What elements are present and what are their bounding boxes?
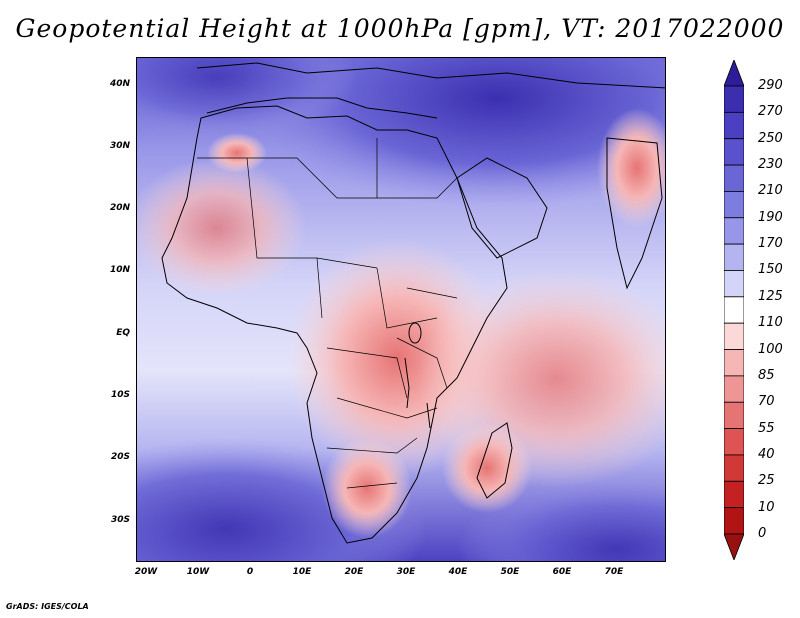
lat-label-10s: 10S	[110, 390, 130, 400]
colorbar-label: 0	[758, 526, 767, 541]
colorbar-label: 10	[758, 499, 775, 515]
country-borders	[197, 138, 458, 489]
madagascar-coastline	[476, 422, 513, 499]
map-svg	[137, 58, 665, 561]
lon-label-10w: 10W	[186, 567, 210, 577]
colorbar-box	[724, 164, 744, 192]
lon-label-10e: 10E	[292, 567, 312, 577]
field-west-africa-low	[137, 158, 307, 298]
colorbar-label: 55	[758, 420, 775, 436]
lon-label-50e: 50E	[500, 567, 520, 577]
colorbar-box	[724, 270, 744, 298]
lat-label-40n: 40N	[109, 79, 130, 89]
lat-label-eq: EQ	[116, 328, 130, 338]
colorbar-label: 85	[758, 367, 775, 383]
colorbar-box	[724, 480, 744, 509]
map-panel	[136, 57, 666, 562]
colorbar-label: 100	[758, 341, 783, 357]
colorbar-label: 190	[758, 209, 783, 225]
colorbar-box	[724, 507, 744, 535]
field-morocco-low	[207, 133, 267, 173]
colorbar-box	[724, 138, 744, 166]
field-northwest-high	[137, 58, 357, 138]
colorbar-label: 270	[758, 104, 783, 120]
lat-label-30n: 30N	[109, 141, 130, 151]
lake-malawi	[426, 402, 431, 429]
colorbar-box	[724, 428, 744, 456]
lat-label-20s: 20S	[110, 452, 130, 462]
colorbar-label: 125	[758, 288, 783, 304]
lon-label-70e: 70E	[604, 567, 624, 577]
colorbar-box	[724, 191, 744, 219]
field-southern-africa-low	[322, 438, 412, 538]
lon-label-0: 0	[246, 567, 254, 577]
field-madagascar-low	[442, 423, 532, 513]
colorbar-label: 70	[758, 394, 775, 410]
colorbar-box	[724, 217, 744, 245]
lon-label-40e: 40E	[448, 567, 468, 577]
lat-label-20n: 20N	[109, 203, 130, 213]
colorbar-box	[724, 85, 744, 113]
colorbar-label: 40	[758, 446, 775, 462]
lon-label-60e: 60E	[552, 567, 572, 577]
india-coastline	[606, 137, 663, 290]
africa-coastline	[161, 105, 508, 544]
colorbar-box	[724, 375, 744, 403]
colorbar-top-arrow	[724, 60, 744, 87]
colorbar-label: 290	[758, 78, 783, 93]
lake-tanganyika	[404, 357, 410, 409]
colorbar-label: 250	[758, 130, 783, 146]
colorbar-box	[724, 111, 744, 140]
lon-label-20e: 20E	[344, 567, 364, 577]
colorbar-label: 170	[758, 236, 783, 252]
colorbar-box	[724, 401, 744, 429]
footer-credit: GrADS: IGES/COLA	[6, 602, 89, 611]
colorbar-label: 210	[758, 183, 783, 199]
lake-victoria	[408, 322, 422, 344]
colorbar	[724, 60, 744, 560]
arabia-coastline	[456, 157, 548, 259]
mediterranean-coast	[206, 97, 438, 119]
field-india-low	[597, 108, 665, 228]
colorbar-box	[724, 296, 744, 324]
chart-title: Geopotential Height at 1000hPa [gpm], VT…	[15, 14, 785, 43]
colorbar-box	[724, 349, 744, 377]
europe-coastline	[196, 62, 665, 89]
colorbar-label: 110	[758, 315, 783, 331]
colorbar-label: 150	[758, 262, 783, 278]
colorbar-box	[724, 454, 744, 482]
lon-label-30e: 30E	[396, 567, 416, 577]
colorbar-box	[724, 322, 744, 350]
lakes	[404, 322, 431, 429]
lat-label-30s: 30S	[110, 515, 130, 525]
lat-label-10n: 10N	[109, 265, 130, 275]
colorbar-box	[724, 243, 744, 271]
colorbar-bottom-arrow	[724, 533, 744, 560]
colorbar-label: 230	[758, 157, 783, 173]
colorbar-label: 25	[758, 473, 775, 489]
lon-label-20w: 20W	[134, 567, 158, 577]
coastlines	[161, 62, 665, 544]
